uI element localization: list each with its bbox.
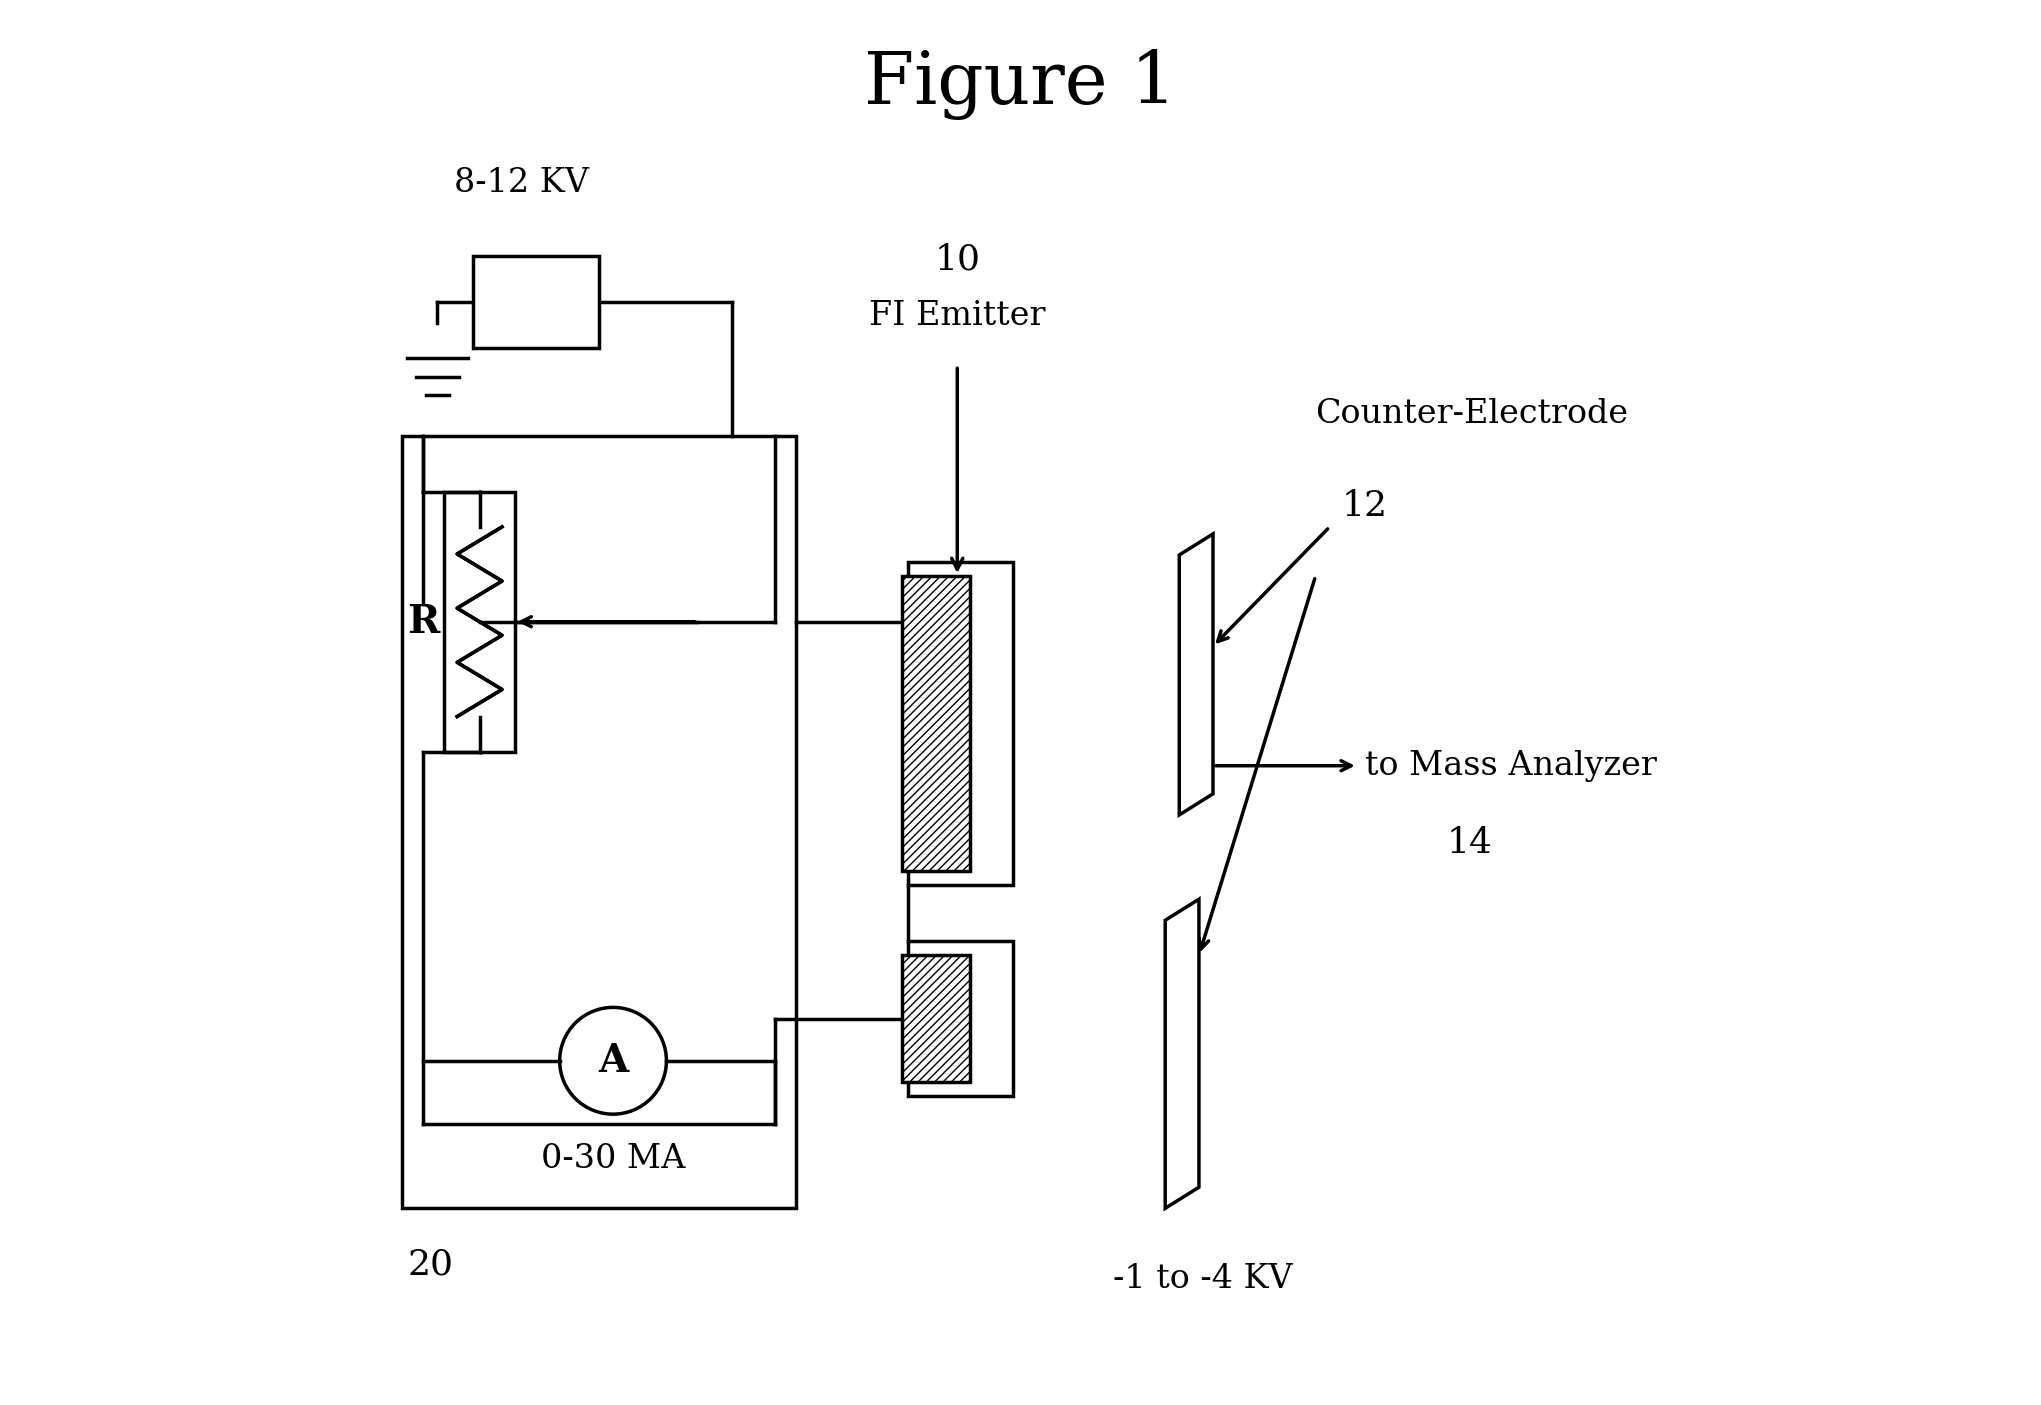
Text: Figure 1: Figure 1	[863, 49, 1178, 119]
Bar	[902, 955, 969, 1082]
Text: Counter-Electrode: Counter-Electrode	[1316, 399, 1629, 430]
Bar	[445, 492, 514, 752]
Bar	[402, 436, 796, 1208]
Text: A: A	[598, 1041, 629, 1080]
Text: 0-30 MA: 0-30 MA	[541, 1144, 686, 1175]
Bar	[902, 576, 969, 871]
Text: 14: 14	[1447, 826, 1494, 860]
Bar	[474, 256, 598, 348]
Polygon shape	[1165, 899, 1198, 1208]
Bar	[908, 941, 1014, 1096]
Text: 8-12 KV: 8-12 KV	[455, 167, 590, 198]
Text: 12: 12	[1341, 489, 1388, 523]
Polygon shape	[1180, 534, 1212, 815]
Text: 10: 10	[935, 243, 980, 277]
Text: V: V	[520, 282, 551, 322]
Text: FI Emitter: FI Emitter	[869, 301, 1045, 332]
Text: 20: 20	[408, 1248, 453, 1281]
Circle shape	[559, 1007, 667, 1114]
Text: R: R	[408, 603, 439, 641]
Bar	[908, 562, 1014, 885]
Text: -1 to -4 KV: -1 to -4 KV	[1112, 1263, 1292, 1294]
Text: to Mass Analyzer: to Mass Analyzer	[1365, 750, 1657, 781]
